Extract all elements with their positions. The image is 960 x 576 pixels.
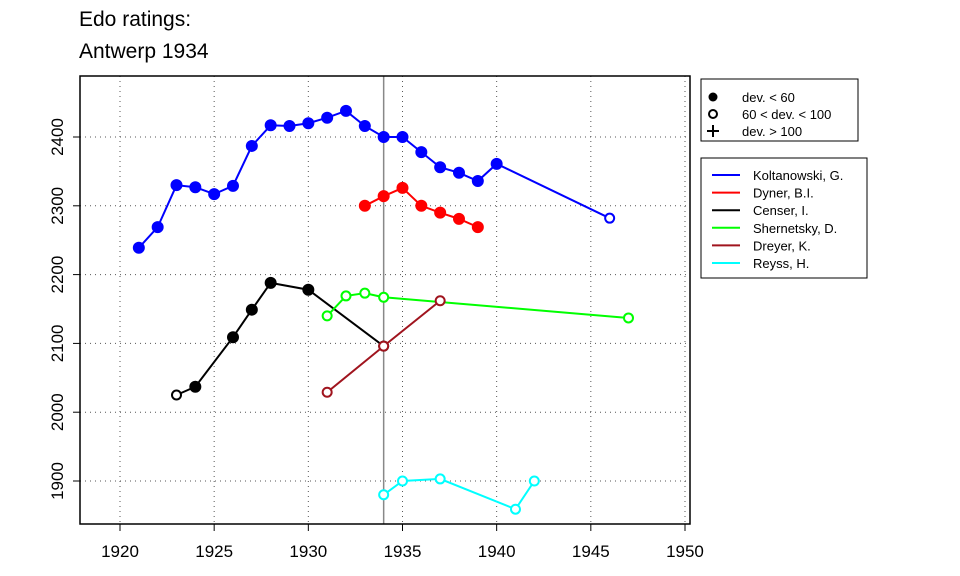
x-tick-label: 1925	[195, 542, 233, 561]
y-tick-label: 2300	[48, 187, 67, 225]
series-shernetsky-d-	[321, 287, 634, 324]
data-point-filled	[245, 139, 258, 152]
legend-label: Dyner, B.I.	[753, 186, 814, 201]
data-point-filled	[208, 188, 221, 201]
legend-label: Shernetsky, D.	[753, 221, 837, 236]
legend-label: Koltanowski, G.	[753, 168, 843, 183]
y-tick-label: 1900	[48, 462, 67, 500]
data-point-open	[359, 287, 371, 299]
data-point-open	[378, 340, 390, 352]
data-point-open	[321, 386, 333, 398]
legend-label: Censer, I.	[753, 203, 809, 218]
data-point-filled	[415, 146, 428, 159]
data-point-open	[509, 503, 521, 515]
data-point-open	[434, 473, 446, 485]
filled-circle-icon	[708, 92, 718, 102]
data-point-filled	[339, 104, 352, 117]
data-point-filled	[415, 199, 428, 212]
marker-legend-label: dev. < 60	[742, 90, 795, 105]
data-point-filled	[358, 199, 371, 212]
data-point-filled	[245, 303, 258, 316]
y-tick-label: 2200	[48, 256, 67, 294]
x-tick-label: 1930	[289, 542, 327, 561]
x-tick-label: 1935	[384, 542, 422, 561]
data-point-filled	[132, 241, 145, 254]
x-tick-label: 1920	[101, 542, 139, 561]
x-tick-label: 1945	[572, 542, 610, 561]
series-dyner-b-i-	[358, 181, 484, 234]
data-point-filled	[377, 190, 390, 203]
data-point-filled	[189, 380, 202, 393]
data-point-open	[378, 489, 390, 501]
data-point-open	[170, 389, 182, 401]
data-point-filled	[283, 119, 296, 132]
x-tick-label: 1940	[478, 542, 516, 561]
legend-label: Dreyer, K.	[753, 238, 811, 253]
series-line	[176, 281, 385, 396]
y-tick-label: 2000	[48, 393, 67, 431]
data-point-filled	[321, 111, 334, 124]
series-dreyer-k-	[321, 295, 446, 398]
data-point-filled	[151, 221, 164, 234]
data-point-open	[434, 295, 446, 307]
plot-frame	[79, 75, 691, 525]
series-koltanowski-g-	[132, 104, 616, 254]
data-point-filled	[471, 175, 484, 188]
series-reyss-h-	[378, 473, 540, 515]
data-point-filled	[358, 119, 371, 132]
y-tick-label: 2100	[48, 324, 67, 362]
data-point-open	[378, 291, 390, 303]
legend-label: Reyss, H.	[753, 256, 809, 271]
data-point-filled	[264, 119, 277, 132]
marker-legend-box	[700, 78, 859, 142]
data-point-filled	[452, 212, 465, 225]
data-point-filled	[189, 181, 202, 194]
data-point-filled	[226, 331, 239, 344]
series-censer-i-	[170, 276, 390, 401]
series-line	[326, 292, 629, 319]
data-point-filled	[377, 131, 390, 143]
data-point-open	[528, 475, 540, 487]
data-point-filled	[264, 276, 277, 289]
data-point-filled	[170, 179, 183, 192]
data-point-filled	[452, 166, 465, 179]
series-line	[138, 109, 611, 249]
data-point-open	[340, 290, 352, 302]
marker-legend-label: dev. > 100	[742, 124, 802, 139]
data-point-filled	[396, 131, 409, 143]
data-point-open	[321, 310, 333, 322]
data-point-filled	[490, 157, 503, 170]
chart-title-line-1: Edo ratings:	[79, 8, 192, 31]
data-point-filled	[434, 161, 447, 174]
x-tick-label: 1950	[666, 542, 704, 561]
open-circle-icon	[708, 109, 718, 119]
y-tick-label: 2400	[48, 118, 67, 156]
data-point-filled	[302, 117, 315, 130]
chart-title-line-2: Antwerp 1934	[79, 40, 209, 63]
data-point-filled	[471, 221, 484, 234]
data-point-filled	[226, 179, 239, 192]
data-point-filled	[396, 181, 409, 194]
data-point-open	[622, 312, 634, 324]
data-point-filled	[302, 283, 315, 296]
marker-legend-label: 60 < dev. < 100	[742, 107, 831, 122]
data-point-open	[396, 475, 408, 487]
series-legend-box	[700, 157, 868, 279]
data-point-filled	[434, 206, 447, 219]
data-point-open	[604, 212, 616, 224]
